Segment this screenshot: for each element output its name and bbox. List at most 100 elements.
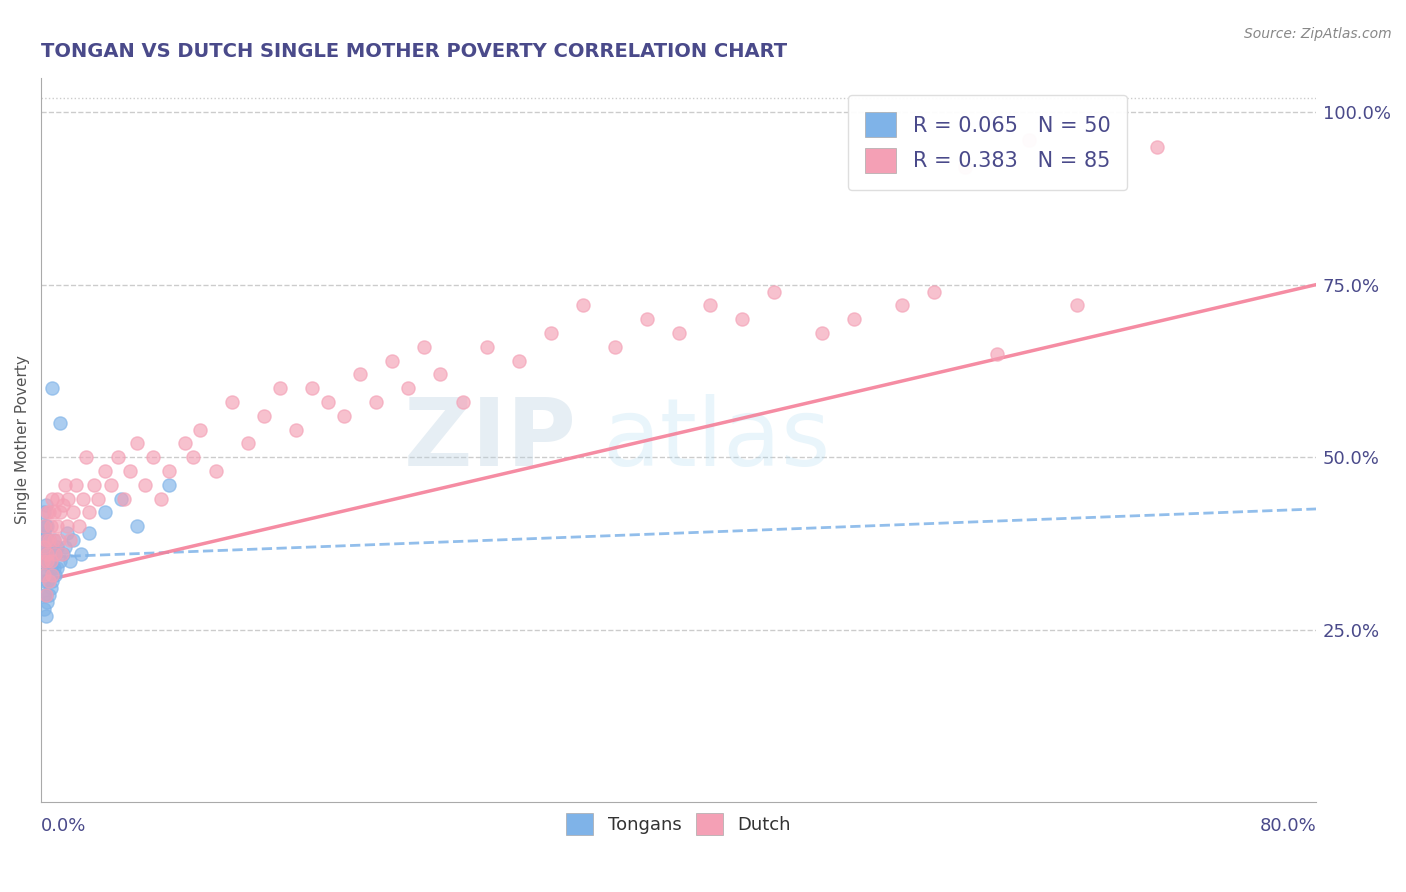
Point	[37, 505, 59, 519]
Point	[42, 560, 65, 574]
Point	[37, 554, 59, 568]
Point	[1146, 139, 1168, 153]
Point	[34, 540, 56, 554]
Point	[51, 547, 73, 561]
Point	[39, 582, 62, 596]
Point	[285, 423, 308, 437]
Point	[396, 381, 419, 395]
Point	[35, 588, 58, 602]
Point	[34, 574, 56, 589]
Text: Source: ZipAtlas.com: Source: ZipAtlas.com	[1244, 27, 1392, 41]
Point	[55, 519, 77, 533]
Point	[1018, 133, 1040, 147]
Point	[52, 547, 75, 561]
Point	[149, 491, 172, 506]
Point	[59, 533, 82, 547]
Point	[221, 395, 243, 409]
Point	[53, 540, 76, 554]
Text: 80.0%: 80.0%	[1260, 817, 1316, 835]
Point	[37, 547, 59, 561]
Point	[94, 505, 117, 519]
Point	[890, 298, 912, 312]
Point	[668, 326, 690, 340]
Point	[39, 519, 62, 533]
Point	[83, 477, 105, 491]
Point	[333, 409, 356, 423]
Point	[107, 450, 129, 465]
Point	[120, 464, 142, 478]
Point	[46, 491, 69, 506]
Point	[37, 574, 59, 589]
Point	[955, 161, 977, 175]
Point	[811, 326, 834, 340]
Point	[49, 505, 72, 519]
Point	[842, 312, 865, 326]
Point	[31, 554, 53, 568]
Point	[31, 567, 53, 582]
Point	[38, 574, 60, 589]
Point	[238, 436, 260, 450]
Point	[59, 554, 82, 568]
Point	[70, 547, 93, 561]
Point	[636, 312, 658, 326]
Point	[35, 547, 58, 561]
Point	[34, 526, 56, 541]
Point	[112, 491, 135, 506]
Point	[37, 547, 59, 561]
Point	[62, 533, 84, 547]
Point	[381, 353, 404, 368]
Point	[349, 368, 371, 382]
Point	[38, 505, 60, 519]
Point	[42, 533, 65, 547]
Point	[134, 477, 156, 491]
Point	[142, 450, 165, 465]
Point	[41, 491, 63, 506]
Point	[35, 499, 58, 513]
Point	[49, 554, 72, 568]
Point	[38, 533, 60, 547]
Point	[34, 588, 56, 602]
Point	[39, 540, 62, 554]
Point	[269, 381, 291, 395]
Point	[48, 533, 70, 547]
Point	[301, 381, 323, 395]
Point	[39, 560, 62, 574]
Point	[35, 519, 58, 533]
Point	[87, 491, 110, 506]
Point	[34, 602, 56, 616]
Point	[763, 285, 786, 299]
Point	[205, 464, 228, 478]
Point	[35, 588, 58, 602]
Point	[34, 505, 56, 519]
Text: atlas: atlas	[602, 394, 831, 486]
Point	[31, 547, 53, 561]
Point	[412, 340, 434, 354]
Point	[41, 567, 63, 582]
Point	[453, 395, 475, 409]
Point	[364, 395, 387, 409]
Point	[53, 477, 76, 491]
Point	[44, 547, 66, 561]
Text: ZIP: ZIP	[404, 394, 576, 486]
Point	[37, 595, 59, 609]
Point	[35, 533, 58, 547]
Point	[540, 326, 562, 340]
Point	[125, 519, 148, 533]
Point	[37, 519, 59, 533]
Point	[46, 560, 69, 574]
Point	[173, 436, 195, 450]
Point	[44, 547, 66, 561]
Point	[572, 298, 595, 312]
Point	[55, 526, 77, 541]
Point	[986, 346, 1008, 360]
Point	[1066, 298, 1088, 312]
Point	[77, 505, 100, 519]
Point	[49, 416, 72, 430]
Point	[181, 450, 204, 465]
Point	[35, 533, 58, 547]
Point	[31, 519, 53, 533]
Point	[38, 533, 60, 547]
Point	[38, 554, 60, 568]
Point	[65, 477, 87, 491]
Y-axis label: Single Mother Poverty: Single Mother Poverty	[15, 356, 30, 524]
